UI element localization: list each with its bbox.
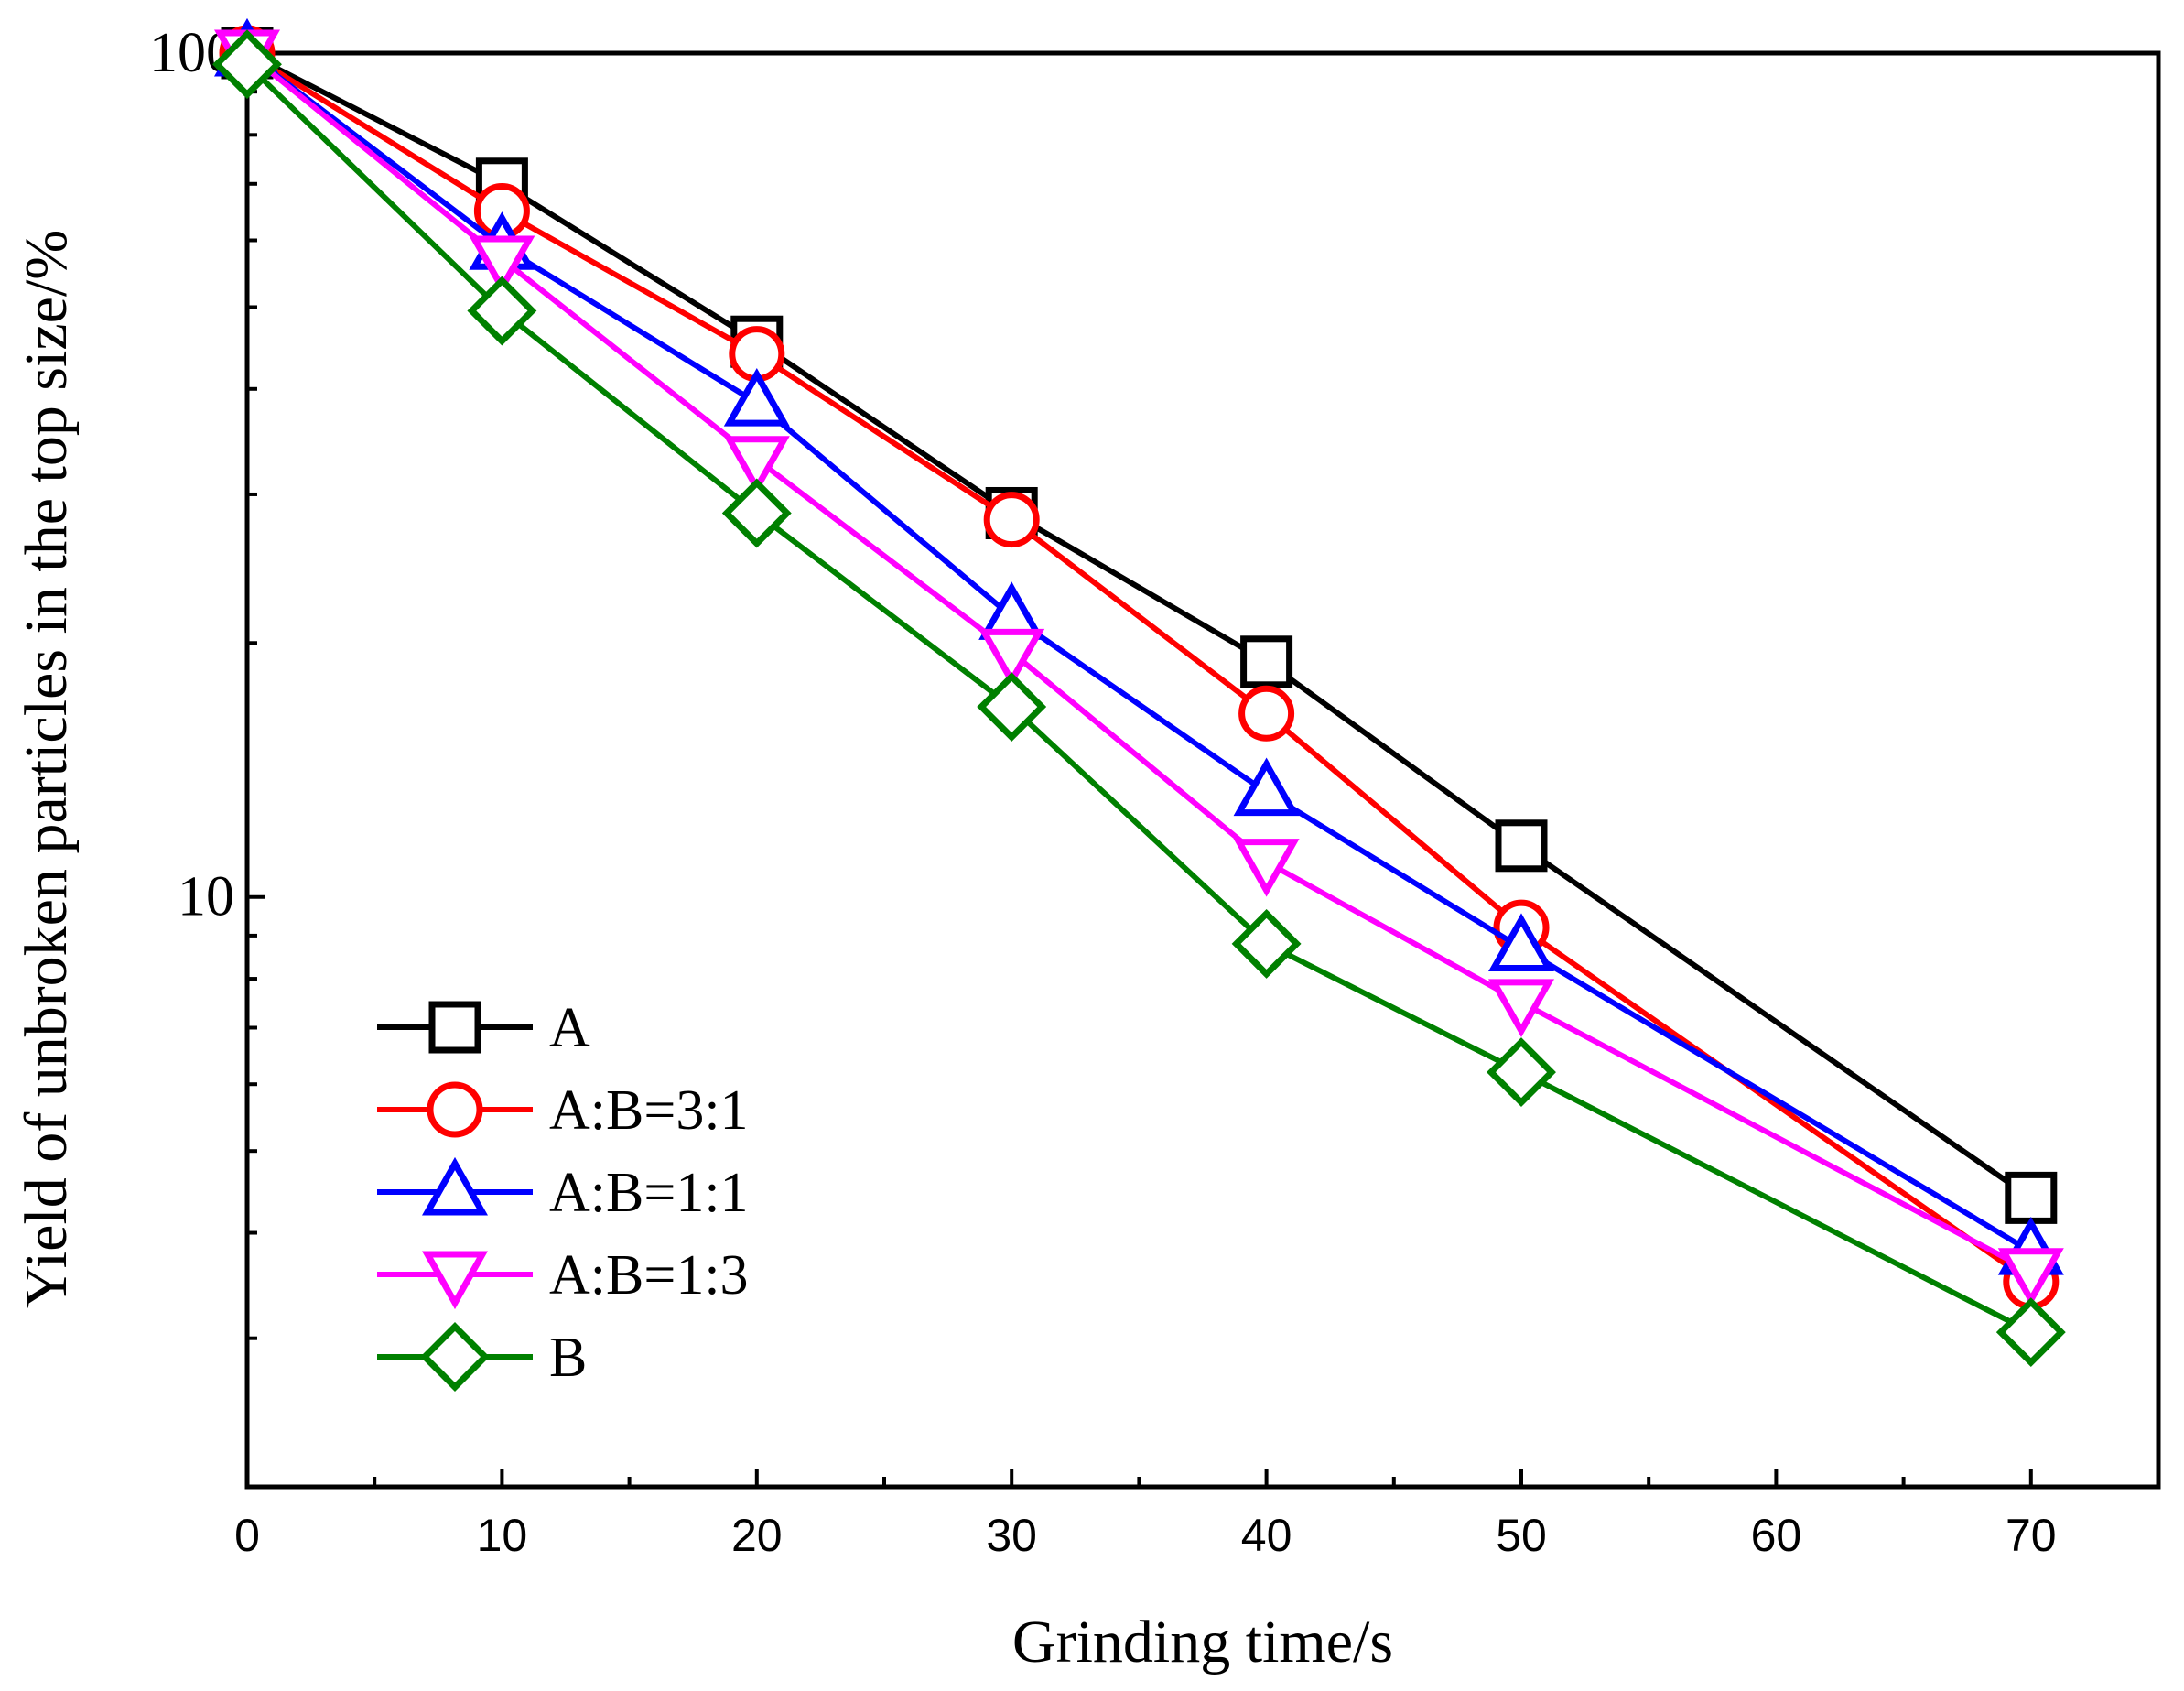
x-tick-label: 70: [2006, 1510, 2057, 1561]
legend-label: B: [549, 1327, 587, 1389]
x-tick-label: 0: [234, 1510, 260, 1561]
data-point: [723, 436, 790, 494]
data-point: [978, 628, 1045, 688]
data-point: [1238, 685, 1295, 742]
legend-marker: [428, 1001, 481, 1054]
x-tick-label: 60: [1751, 1510, 1802, 1561]
x-tick-label: 30: [986, 1510, 1037, 1561]
data-point: [1233, 839, 1300, 897]
legend-marker: [420, 1322, 490, 1392]
data-point: [1487, 979, 1555, 1038]
series-B: [212, 29, 2066, 1368]
data-point: [1487, 1037, 1556, 1108]
x-tick-label: 20: [731, 1510, 783, 1561]
legend-entry: A:B=3:1: [377, 1079, 749, 1142]
data-point: [2005, 1171, 2058, 1224]
legend-label: A: [549, 997, 590, 1059]
data-point: [983, 492, 1040, 548]
data-point: [469, 235, 535, 295]
legend-entry: A: [377, 997, 590, 1059]
legend-marker: [421, 1251, 489, 1310]
data-point: [977, 672, 1047, 743]
data-point: [1997, 1248, 2064, 1306]
x-tick-label: 50: [1496, 1510, 1547, 1561]
data-point: [1995, 1297, 2066, 1368]
data-point: [1495, 819, 1548, 873]
data-point: [1487, 913, 1555, 971]
x-axis-label: Grinding time/s: [1012, 1609, 1393, 1675]
legend-marker: [427, 1081, 483, 1138]
data-point: [1233, 757, 1300, 817]
x-tick-label: 40: [1241, 1510, 1292, 1561]
data-point: [467, 276, 537, 346]
legend-entry: B: [377, 1322, 587, 1392]
legend-label: A:B=3:1: [549, 1079, 749, 1142]
data-point: [1231, 908, 1302, 979]
series-layer: [212, 17, 2066, 1368]
y-axis-label: Yield of unbroken particles in the top s…: [13, 230, 80, 1309]
x-tick-label: 10: [477, 1510, 528, 1561]
legend: A A:B=3:1 A:B=1:1 A:B=1:3 B: [377, 997, 749, 1392]
data-point: [721, 478, 792, 548]
y-tick-label: 10: [178, 866, 234, 928]
data-point: [723, 367, 790, 427]
data-point: [1240, 635, 1293, 688]
plot-frame: [244, 50, 2161, 1490]
data-point: [212, 29, 282, 100]
legend-label: A:B=1:1: [549, 1162, 749, 1224]
legend-marker: [421, 1156, 489, 1216]
legend-label: A:B=1:3: [549, 1244, 749, 1306]
legend-entry: A:B=1:1: [377, 1156, 749, 1224]
legend-entry: A:B=1:3: [377, 1244, 749, 1310]
